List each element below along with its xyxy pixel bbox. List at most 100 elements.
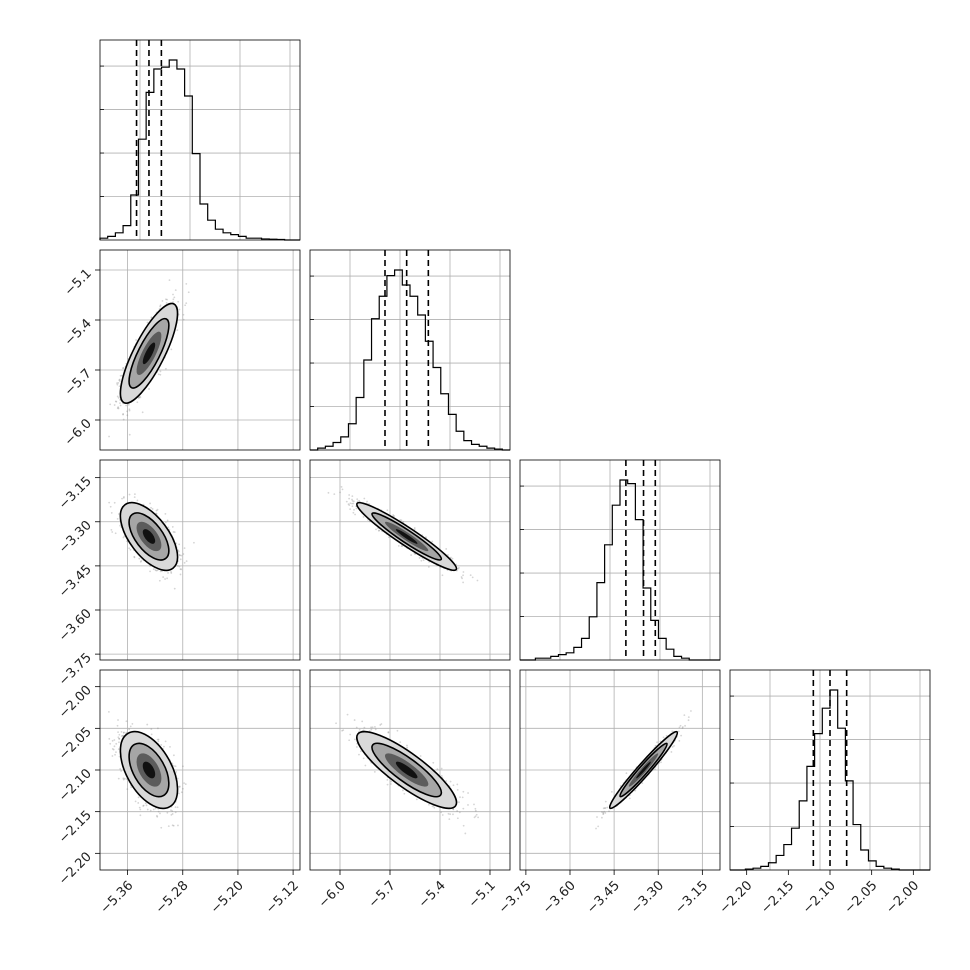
sample-point — [172, 754, 175, 757]
sample-point — [378, 529, 381, 532]
sample-point — [179, 554, 181, 557]
sample-point — [119, 374, 122, 377]
sample-point — [133, 556, 136, 559]
sample-point — [137, 396, 140, 399]
sample-point — [109, 742, 112, 745]
histogram-frame — [309, 249, 511, 451]
sample-point — [116, 724, 119, 727]
sample-point — [117, 407, 120, 410]
sample-point — [135, 339, 138, 341]
sample-point — [462, 571, 465, 573]
sample-point — [165, 298, 167, 301]
sample-point — [116, 517, 119, 520]
sample-point — [142, 804, 145, 807]
sample-point — [116, 395, 119, 398]
sample-point — [173, 587, 176, 590]
sample-point — [157, 740, 160, 743]
sample-point — [141, 411, 144, 414]
histogram-frame — [519, 459, 721, 661]
sample-point — [187, 291, 190, 294]
sample-point — [157, 738, 160, 741]
sample-point — [119, 402, 121, 405]
sample-point — [128, 433, 131, 436]
sample-point — [355, 507, 358, 510]
sample-point — [120, 770, 123, 772]
sample-point — [352, 502, 355, 505]
sample-point — [458, 567, 460, 569]
sample-point — [118, 379, 121, 382]
sample-point — [183, 561, 186, 564]
sample-point — [116, 407, 119, 410]
sample-point — [392, 514, 395, 516]
sample-point — [476, 579, 479, 582]
sample-point — [126, 410, 128, 413]
sample-point — [166, 519, 169, 522]
sample-point — [461, 577, 463, 580]
sample-point — [351, 495, 354, 498]
sample-point — [139, 560, 142, 563]
sample-point — [425, 536, 427, 539]
sample-point — [173, 765, 175, 767]
sample-point — [366, 500, 368, 503]
sample-point — [427, 566, 430, 568]
sample-point — [128, 409, 131, 412]
sample-point — [117, 777, 120, 780]
sample-point — [117, 719, 119, 721]
sample-point — [184, 304, 187, 307]
sample-point — [451, 557, 454, 560]
sample-point — [113, 404, 116, 406]
sample-point — [170, 570, 172, 573]
sample-point — [117, 382, 120, 384]
sample-point — [349, 502, 352, 505]
sample-point — [339, 491, 341, 494]
sample-point — [136, 499, 139, 502]
sample-point — [118, 378, 121, 381]
sample-point — [180, 554, 183, 557]
sample-point — [159, 373, 162, 376]
sample-point — [185, 282, 188, 285]
sample-point — [159, 370, 162, 373]
sample-point — [133, 493, 136, 496]
sample-point — [183, 547, 186, 550]
sample-point — [114, 400, 117, 403]
sample-point — [349, 508, 352, 511]
sample-point — [119, 767, 122, 770]
sample-point — [159, 305, 161, 308]
sample-point — [156, 814, 158, 817]
sample-point — [119, 404, 122, 407]
sample-point — [178, 543, 181, 546]
sample-point — [121, 374, 123, 377]
sample-point — [146, 321, 149, 324]
sample-point — [161, 300, 164, 302]
sample-point — [150, 316, 153, 319]
sample-point — [155, 509, 158, 512]
sample-point — [152, 808, 155, 811]
sample-point — [450, 556, 452, 559]
sample-point — [400, 519, 403, 522]
density-contour — [395, 529, 418, 544]
sample-point — [126, 414, 129, 417]
sample-point — [393, 515, 396, 517]
sample-point — [115, 400, 118, 403]
sample-point — [125, 404, 128, 407]
sample-point — [117, 513, 120, 515]
sample-point — [149, 809, 152, 812]
sample-point — [126, 788, 129, 791]
sample-point — [171, 813, 174, 815]
sample-point — [177, 550, 180, 553]
sample-point — [115, 751, 117, 754]
sample-point — [441, 574, 444, 577]
sample-point — [157, 373, 160, 376]
sample-point — [149, 570, 151, 573]
sample-point — [110, 512, 113, 514]
sample-point — [165, 301, 168, 304]
sample-point — [348, 504, 351, 507]
sample-point — [341, 488, 344, 491]
sample-point — [122, 366, 125, 369]
sample-point — [171, 526, 174, 528]
sample-point — [113, 501, 116, 504]
sample-point — [410, 554, 413, 556]
sample-point — [348, 497, 351, 500]
sample-point — [358, 499, 361, 502]
sample-point — [146, 808, 149, 811]
